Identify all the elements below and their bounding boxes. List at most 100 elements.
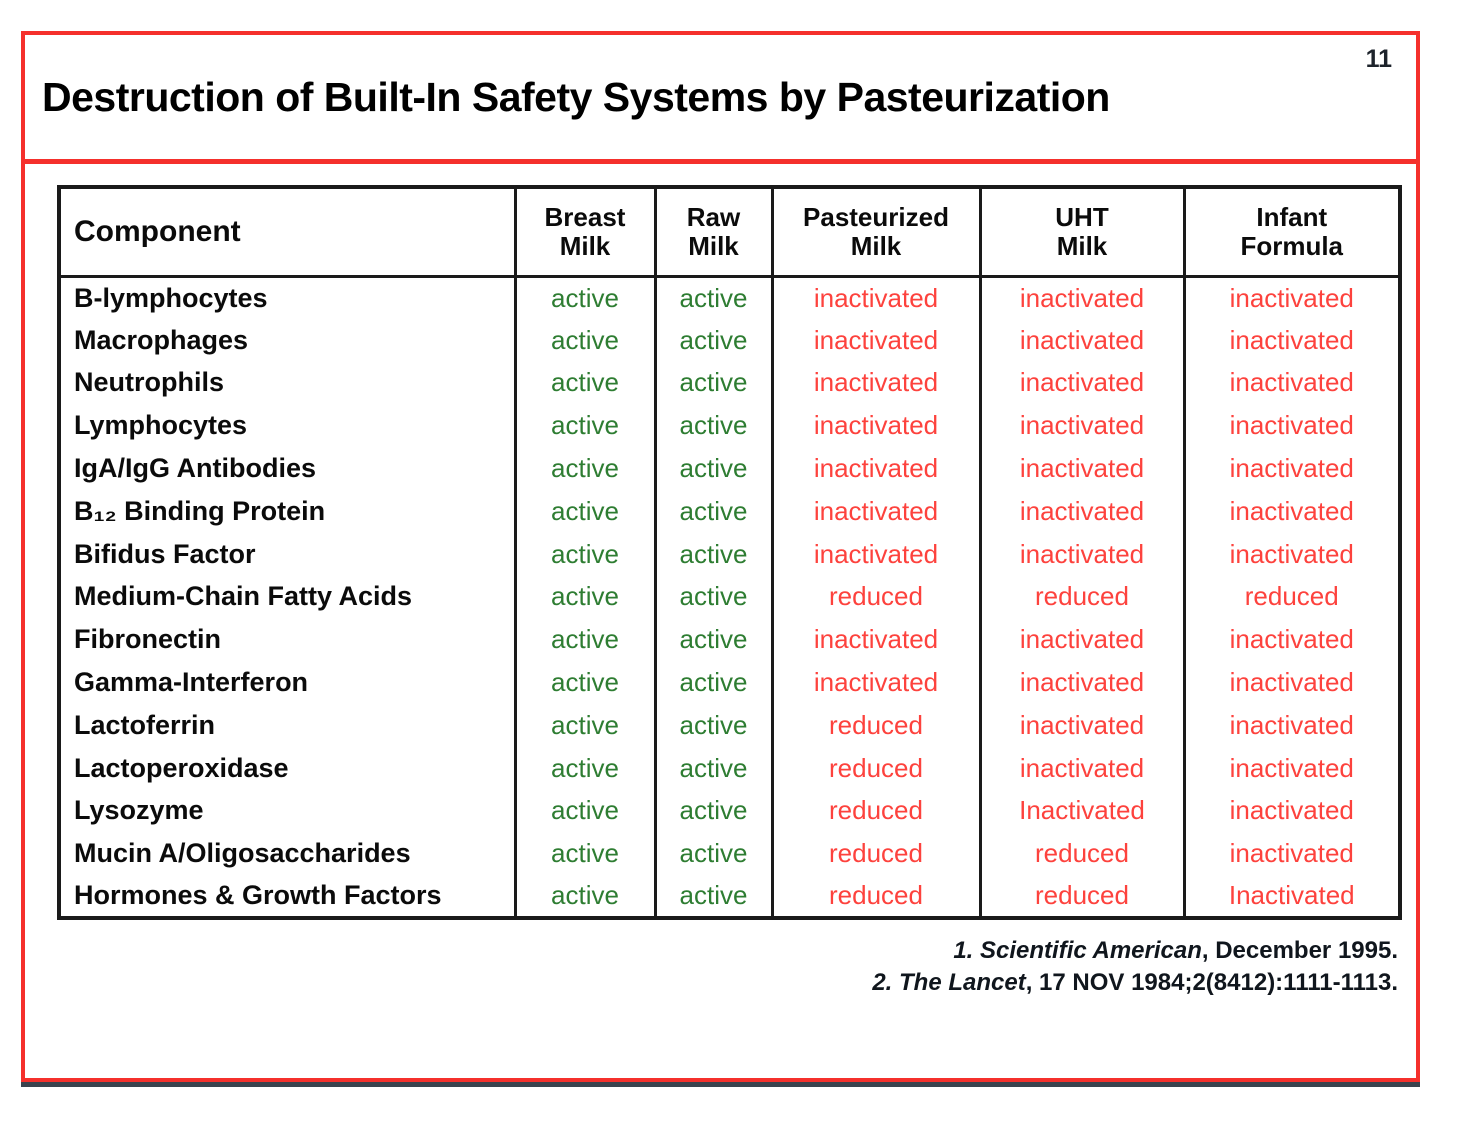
component-cell: Hormones & Growth Factors — [57, 875, 517, 918]
status-cell: active — [653, 832, 774, 876]
status-cell: inactivated — [1182, 661, 1402, 704]
status-cell: reduced — [978, 832, 1186, 876]
table-row: Lymphocytes active active inactivated inacti… — [57, 404, 1402, 448]
status-cell: reduced — [770, 875, 982, 918]
status-cell: inactivated — [978, 618, 1186, 662]
status-cell: reduced — [770, 789, 982, 833]
table-row: Gamma-Interferon active active inactivated i… — [57, 661, 1402, 704]
component-cell: Mucin A/Oligosaccharides — [57, 832, 517, 876]
status-cell: active — [653, 746, 774, 790]
page-title: Destruction of Built-In Safety Systems b… — [42, 73, 1110, 120]
status-cell: active — [653, 489, 774, 533]
status-cell: inactivated — [1182, 789, 1402, 833]
status-cell: reduced — [770, 832, 982, 876]
status-cell: active — [513, 618, 657, 662]
status-cell: active — [513, 447, 657, 490]
status-cell: inactivated — [1182, 276, 1402, 319]
footnote-2-detail: , 17 NOV 1984;2(8412):1111-1113. — [1025, 968, 1398, 996]
status-cell: active — [513, 875, 657, 918]
status-cell: inactivated — [978, 318, 1186, 362]
status-cell: inactivated — [770, 447, 982, 490]
status-cell: inactivated — [978, 532, 1186, 576]
component-cell: Lactoferrin — [57, 703, 517, 747]
status-cell: inactivated — [978, 703, 1186, 747]
status-cell: inactivated — [770, 661, 982, 704]
status-cell: inactivated — [770, 532, 982, 576]
status-cell: active — [513, 746, 657, 790]
table-row: IgA/IgG Antibodies active active inactivate… — [57, 447, 1402, 490]
status-cell: active — [513, 661, 657, 704]
component-cell: Fibronectin — [57, 618, 517, 662]
column-header-pasteurized-milk: Pasteurized Milk — [770, 185, 982, 278]
status-cell: active — [513, 489, 657, 533]
component-cell: Bifidus Factor — [57, 532, 517, 576]
column-header-infant-formula: Infant Formula — [1182, 185, 1402, 278]
footnote-2-source: 2. The Lancet — [872, 968, 1026, 996]
status-cell: inactivated — [978, 447, 1186, 490]
component-cell: Medium-Chain Fatty Acids — [57, 575, 517, 619]
status-cell: inactivated — [1182, 832, 1402, 876]
footnotes: 1. Scientific American, December 1995. 2… — [57, 935, 1398, 999]
title-bar: Destruction of Built-In Safety Systems b… — [25, 35, 1416, 164]
slide: Destruction of Built-In Safety Systems b… — [21, 31, 1420, 1082]
status-cell: active — [513, 318, 657, 362]
footnote-1: 1. Scientific American, December 1995. — [57, 935, 1398, 967]
table-row: Neutrophils active active inactivated inacti… — [57, 361, 1402, 405]
table-row: Lactoferrin active active reduced inactivate… — [57, 703, 1402, 747]
column-header-uht-milk: UHT Milk — [978, 185, 1186, 278]
status-cell: active — [653, 276, 774, 319]
safety-systems-table: Component Breast Milk Raw Milk Pasteuriz… — [57, 185, 1402, 920]
status-cell: reduced — [770, 703, 982, 747]
table-row: Fibronectin active active inactivated inacti… — [57, 618, 1402, 662]
page-number: 11 — [1365, 45, 1392, 73]
table-row: B₁₂ Binding Protein active active inactivat… — [57, 489, 1402, 533]
footnote-2: 2. The Lancet, 17 NOV 1984;2(8412):1111-… — [57, 967, 1398, 999]
status-cell: inactivated — [1182, 746, 1402, 790]
table-row: Medium-Chain Fatty Acids active active redu… — [57, 575, 1402, 619]
table-row: Bifidus Factor active active inactivated ina… — [57, 532, 1402, 576]
status-cell: active — [653, 618, 774, 662]
component-cell: Lymphocytes — [57, 404, 517, 448]
status-cell: reduced — [770, 575, 982, 619]
status-cell: active — [653, 575, 774, 619]
status-cell: inactivated — [978, 746, 1186, 790]
component-cell: Lysozyme — [57, 789, 517, 833]
status-cell: active — [513, 361, 657, 405]
status-cell: inactivated — [770, 618, 982, 662]
status-cell: inactivated — [770, 489, 982, 533]
component-cell: B-lymphocytes — [57, 276, 517, 319]
status-cell: active — [653, 703, 774, 747]
component-cell: IgA/IgG Antibodies — [57, 447, 517, 490]
status-cell: inactivated — [770, 361, 982, 405]
column-header-component: Component — [57, 185, 517, 278]
status-cell: active — [513, 276, 657, 319]
table-row: Lactoperoxidase active active reduced inacti… — [57, 746, 1402, 790]
status-cell: active — [653, 789, 774, 833]
status-cell: active — [653, 532, 774, 576]
table-header-row: Component Breast Milk Raw Milk Pasteuriz… — [57, 185, 1402, 278]
table-row: Lysozyme active active reduced Inactivated in… — [57, 789, 1402, 833]
status-cell: inactivated — [1182, 318, 1402, 362]
status-cell: active — [653, 661, 774, 704]
status-cell: inactivated — [1182, 447, 1402, 490]
table-row: Mucin A/Oligosaccharides active active redu… — [57, 832, 1402, 876]
status-cell: inactivated — [770, 318, 982, 362]
status-cell: inactivated — [1182, 618, 1402, 662]
component-cell: B₁₂ Binding Protein — [57, 489, 517, 533]
status-cell: reduced — [770, 746, 982, 790]
component-cell: Gamma-Interferon — [57, 661, 517, 704]
status-cell: inactivated — [1182, 361, 1402, 405]
status-cell: inactivated — [978, 489, 1186, 533]
status-cell: reduced — [1182, 575, 1402, 619]
status-cell: reduced — [978, 875, 1186, 918]
column-header-raw-milk: Raw Milk — [653, 185, 774, 278]
status-cell: active — [653, 875, 774, 918]
status-cell: active — [513, 575, 657, 619]
table-row: Hormones & Growth Factors active active red… — [57, 875, 1402, 918]
component-cell: Neutrophils — [57, 361, 517, 405]
component-cell: Macrophages — [57, 318, 517, 362]
table-row: B-lymphocytes active active inactivated inac… — [57, 276, 1402, 319]
footnote-1-source: 1. Scientific American — [953, 936, 1202, 964]
status-cell: active — [653, 447, 774, 490]
status-cell: active — [513, 404, 657, 448]
